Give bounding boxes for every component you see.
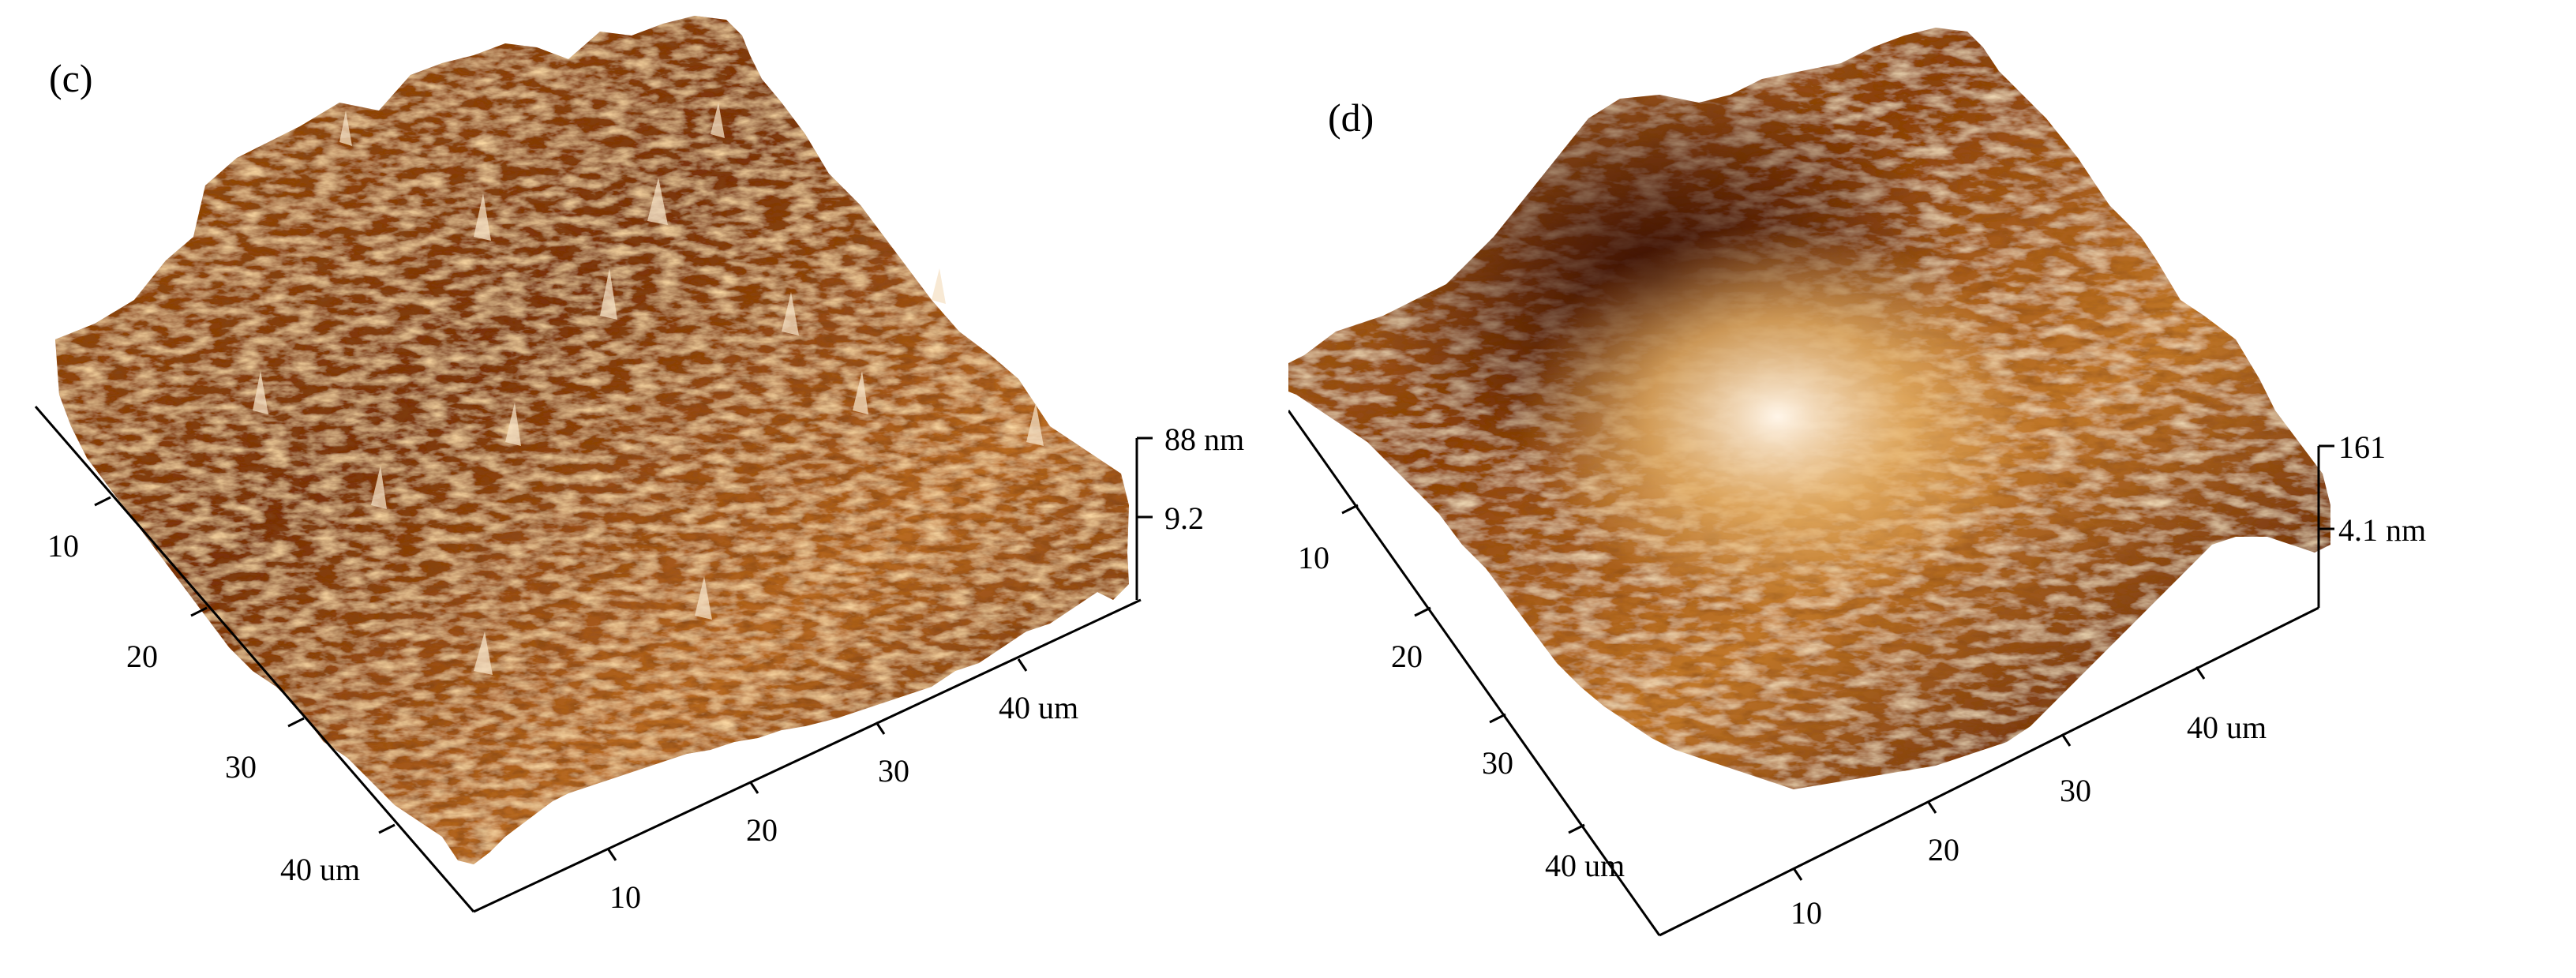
axes-c (34, 406, 1153, 913)
z-mid-label-c: 9.2 (1164, 500, 1204, 536)
y-tick-d-3: 30 (1482, 745, 1513, 781)
y-tick-d-2: 20 (1391, 639, 1423, 674)
panel-label-d: (d) (1328, 96, 1374, 140)
x-tick-c-2: 20 (746, 812, 778, 848)
panel-label-c: (c) (49, 56, 93, 100)
y-tick-d-1: 10 (1298, 540, 1329, 575)
afm-panel-d: 161 4.1 nm 10 20 30 40 um 10 20 30 40 um… (1288, 0, 2576, 978)
surface-c (55, 16, 1129, 864)
x-tick-c-1: 10 (609, 879, 641, 915)
x-tick-d-4: 40 um (2187, 710, 2267, 745)
x-tick-c-3: 30 (878, 753, 909, 789)
z-max-label-d: 161 (2338, 429, 2386, 465)
y-tick-c-2: 20 (126, 639, 158, 674)
y-tick-d-4: 40 um (1545, 848, 1625, 883)
y-tick-c-1: 10 (47, 528, 79, 564)
afm-3d-surface-c: 88 nm 9.2 10 20 30 40 um 10 20 30 40 um (34, 16, 1244, 915)
afm-3d-surface-d: 161 4.1 nm 10 20 30 40 um 10 20 30 40 um (1288, 28, 2426, 937)
x-tick-c-4: 40 um (999, 690, 1078, 725)
axes-d (1288, 410, 2334, 937)
x-tick-d-1: 10 (1790, 895, 1822, 931)
x-tick-d-3: 30 (2060, 773, 2091, 808)
y-tick-c-4: 40 um (280, 852, 360, 887)
z-mid-label-d: 4.1 nm (2338, 512, 2426, 548)
z-max-label-c: 88 nm (1164, 422, 1244, 457)
y-tick-c-3: 30 (225, 749, 257, 785)
x-tick-d-2: 20 (1928, 832, 1959, 867)
afm-panel-c: 88 nm 9.2 10 20 30 40 um 10 20 30 40 um … (34, 16, 1244, 915)
spike-highlights-c (253, 103, 1044, 675)
